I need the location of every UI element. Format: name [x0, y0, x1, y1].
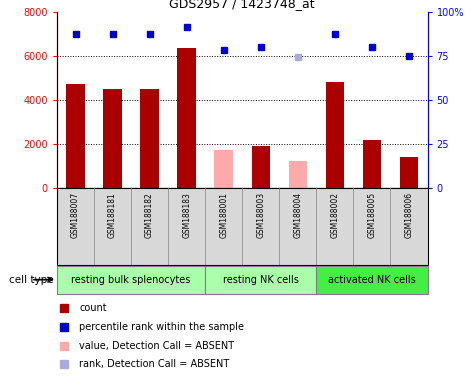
Bar [316, 266, 428, 294]
Text: GSM188004: GSM188004 [294, 192, 302, 238]
Text: GSM188181: GSM188181 [108, 192, 117, 238]
Bar [215, 149, 233, 188]
Text: GSM188183: GSM188183 [182, 192, 191, 238]
Bar [178, 48, 196, 188]
Text: GSM188007: GSM188007 [71, 192, 80, 238]
Title: GDS2957 / 1423748_at: GDS2957 / 1423748_at [170, 0, 315, 10]
Bar [400, 157, 418, 188]
Bar [289, 161, 307, 188]
Text: rank, Detection Call = ABSENT: rank, Detection Call = ABSENT [79, 359, 229, 369]
Text: GSM188002: GSM188002 [331, 192, 339, 238]
Bar [205, 266, 316, 294]
Text: GSM188006: GSM188006 [405, 192, 413, 238]
Text: count: count [79, 303, 107, 313]
Bar [141, 89, 159, 188]
Text: GSM188005: GSM188005 [368, 192, 376, 238]
Text: activated NK cells: activated NK cells [328, 275, 416, 285]
Bar [57, 266, 205, 294]
Bar [326, 82, 344, 188]
Bar [363, 140, 381, 188]
Text: cell type: cell type [10, 275, 54, 285]
Bar [252, 146, 270, 188]
Text: value, Detection Call = ABSENT: value, Detection Call = ABSENT [79, 341, 234, 351]
Text: resting NK cells: resting NK cells [223, 275, 299, 285]
Text: resting bulk splenocytes: resting bulk splenocytes [71, 275, 191, 285]
Text: GSM188001: GSM188001 [219, 192, 228, 238]
Text: GSM188182: GSM188182 [145, 192, 154, 238]
Bar [104, 89, 122, 188]
Text: GSM188003: GSM188003 [256, 192, 265, 238]
Text: percentile rank within the sample: percentile rank within the sample [79, 322, 244, 332]
Bar [66, 84, 85, 188]
